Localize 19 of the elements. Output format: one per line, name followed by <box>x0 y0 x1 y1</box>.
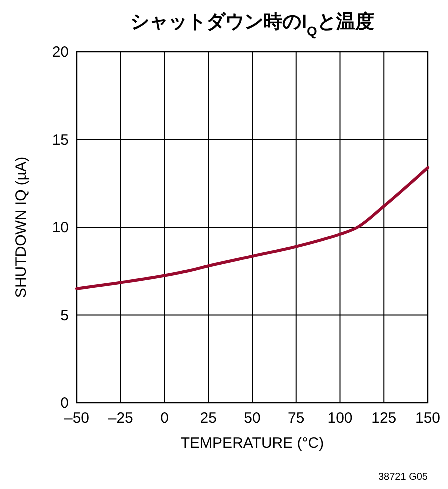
x-tick-label: 0 <box>160 410 169 427</box>
y-tick-label: 10 <box>52 220 69 236</box>
x-tick-label: 25 <box>200 410 217 427</box>
line-series <box>76 166 430 290</box>
text: 38721 G05 <box>378 472 428 483</box>
y-axis-title: SHUTDOWN IQ (µA) <box>13 156 30 298</box>
y-tick-label: 5 <box>60 307 69 324</box>
y-tick-label: 15 <box>52 132 69 149</box>
x-tick-label: 75 <box>288 410 305 427</box>
x-tick-label: 125 <box>372 410 397 427</box>
chart-title: シャットダウン時のI$_{Q}$と温度 <box>130 11 374 38</box>
x-tick-label: –25 <box>108 410 134 427</box>
x-tick-label: 100 <box>328 410 353 427</box>
x-tick-label: 50 <box>244 410 261 427</box>
x-tick-label: 150 <box>415 410 441 427</box>
x-axis-title: TEMPERATURE (°C) <box>180 435 324 452</box>
y-tick-label: 20 <box>52 44 69 61</box>
y-tick-label: 0 <box>60 395 69 412</box>
x-tick-label: –50 <box>64 410 90 427</box>
